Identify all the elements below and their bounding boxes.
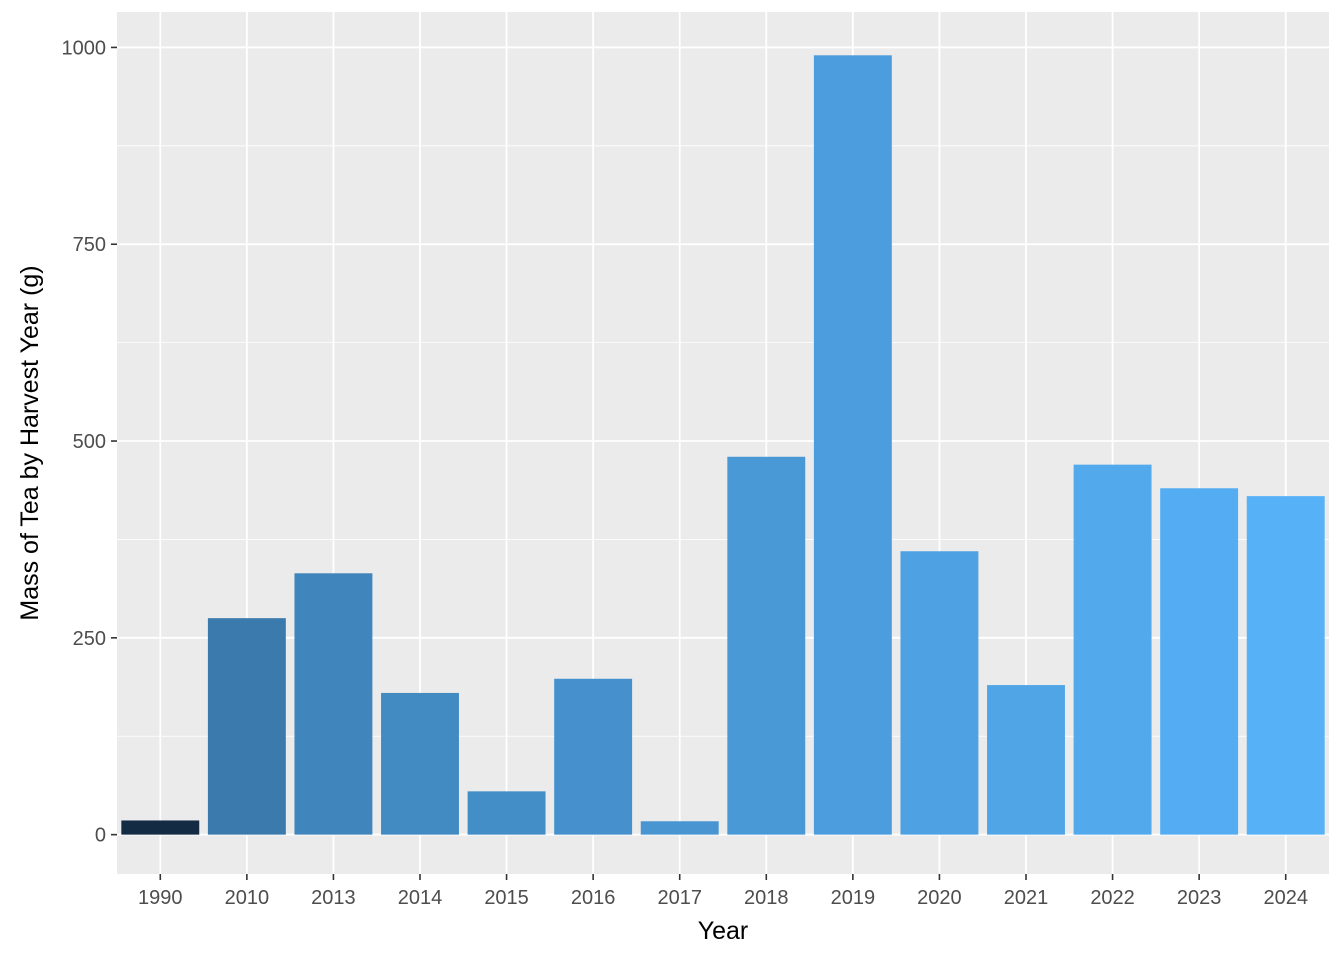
x-tick-label-2020: 2020 bbox=[917, 887, 962, 909]
bar-2013 bbox=[294, 573, 373, 835]
bar-2016 bbox=[554, 678, 633, 835]
x-tick-label-2023: 2023 bbox=[1177, 887, 1222, 909]
y-tick-label: 500 bbox=[73, 431, 106, 453]
x-tick-label-2021: 2021 bbox=[1004, 887, 1049, 909]
bar-2014 bbox=[381, 692, 459, 835]
x-tick-label-2014: 2014 bbox=[398, 887, 443, 909]
bar-2021 bbox=[987, 685, 1065, 835]
bar-1990 bbox=[121, 820, 200, 835]
bar-2017 bbox=[640, 821, 719, 835]
x-axis: 1990 2010 2013 2014 2015 2016 2017 2018 2019 2020… bbox=[138, 874, 1308, 909]
y-tick-label: 750 bbox=[73, 234, 106, 256]
x-tick-label-2024: 2024 bbox=[1263, 887, 1308, 909]
y-tick-label: 0 bbox=[95, 825, 106, 847]
bar-2020 bbox=[900, 551, 979, 835]
x-tick-label-2015: 2015 bbox=[484, 887, 529, 909]
bar-2019 bbox=[813, 55, 892, 835]
bars bbox=[121, 55, 1325, 835]
bar-2015 bbox=[467, 791, 546, 835]
y-axis-title: Mass of Tea by Harvest Year (g) bbox=[16, 265, 44, 620]
x-tick-label-2018: 2018 bbox=[744, 887, 789, 909]
bar-2023 bbox=[1160, 488, 1239, 835]
x-axis-title: Year bbox=[698, 917, 749, 945]
bar-2010 bbox=[207, 618, 286, 835]
bar-2018 bbox=[727, 456, 806, 835]
x-tick-label-2017: 2017 bbox=[657, 887, 702, 909]
bar-2024 bbox=[1246, 496, 1325, 835]
y-axis: 0 250 500 750 1000 bbox=[62, 37, 117, 847]
x-tick-label-2016: 2016 bbox=[571, 887, 616, 909]
x-tick-label-1990: 1990 bbox=[138, 887, 183, 909]
y-tick-label: 1000 bbox=[62, 37, 107, 59]
x-tick-label-2013: 2013 bbox=[311, 887, 356, 909]
x-tick-label-2022: 2022 bbox=[1090, 887, 1135, 909]
y-tick-label: 250 bbox=[73, 628, 106, 650]
x-tick-label-2010: 2010 bbox=[225, 887, 270, 909]
x-tick-label-2019: 2019 bbox=[831, 887, 876, 909]
bar-2022 bbox=[1073, 464, 1152, 835]
